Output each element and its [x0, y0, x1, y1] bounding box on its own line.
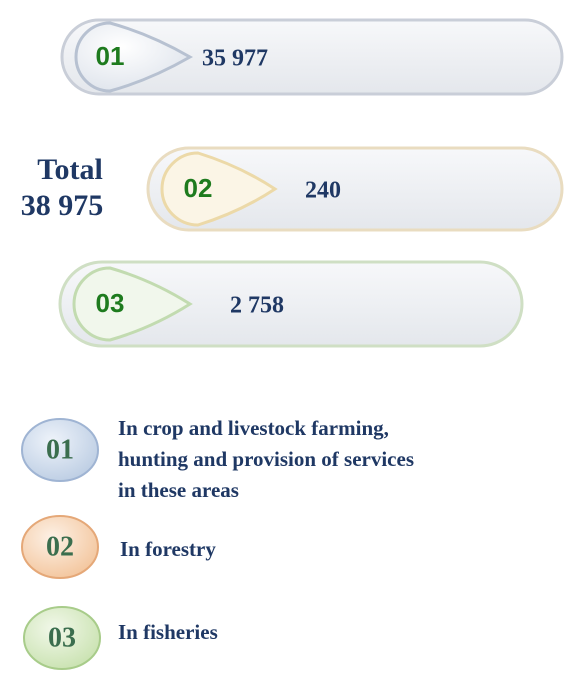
legend-badge — [21, 515, 99, 579]
badge — [72, 266, 193, 342]
badge — [160, 151, 278, 227]
badge — [74, 21, 194, 93]
item-value: 35 977 — [202, 46, 268, 72]
item-number: 03 — [96, 288, 125, 318]
legend-number: 02 — [46, 531, 74, 562]
legend-badge — [23, 606, 101, 670]
pill — [58, 260, 524, 348]
item-number: 01 — [96, 41, 125, 71]
item: 03 2 758 — [58, 260, 524, 348]
pill — [60, 18, 564, 96]
item-value: 240 — [305, 178, 341, 204]
item: 01 35 977 — [60, 18, 564, 96]
legend-number: 03 — [48, 622, 76, 653]
legend-text: in these areas — [118, 478, 239, 502]
legend-badge — [21, 418, 99, 482]
legend-text: In forestry — [120, 537, 216, 561]
legend-text: hunting and provision of services — [118, 447, 414, 471]
item-value: 2 758 — [230, 293, 284, 319]
legend: 01 In crop and livestock farming, huntin… — [21, 416, 414, 670]
legend-text: In fisheries — [118, 620, 218, 644]
legend-text: In crop and livestock farming, — [118, 416, 389, 440]
total-value: 38 975 — [21, 189, 104, 222]
item: 02 240 — [146, 146, 564, 232]
legend-number: 01 — [46, 434, 74, 465]
pill — [146, 146, 564, 232]
total-label: Total — [37, 153, 103, 186]
item-number: 02 — [184, 173, 213, 203]
